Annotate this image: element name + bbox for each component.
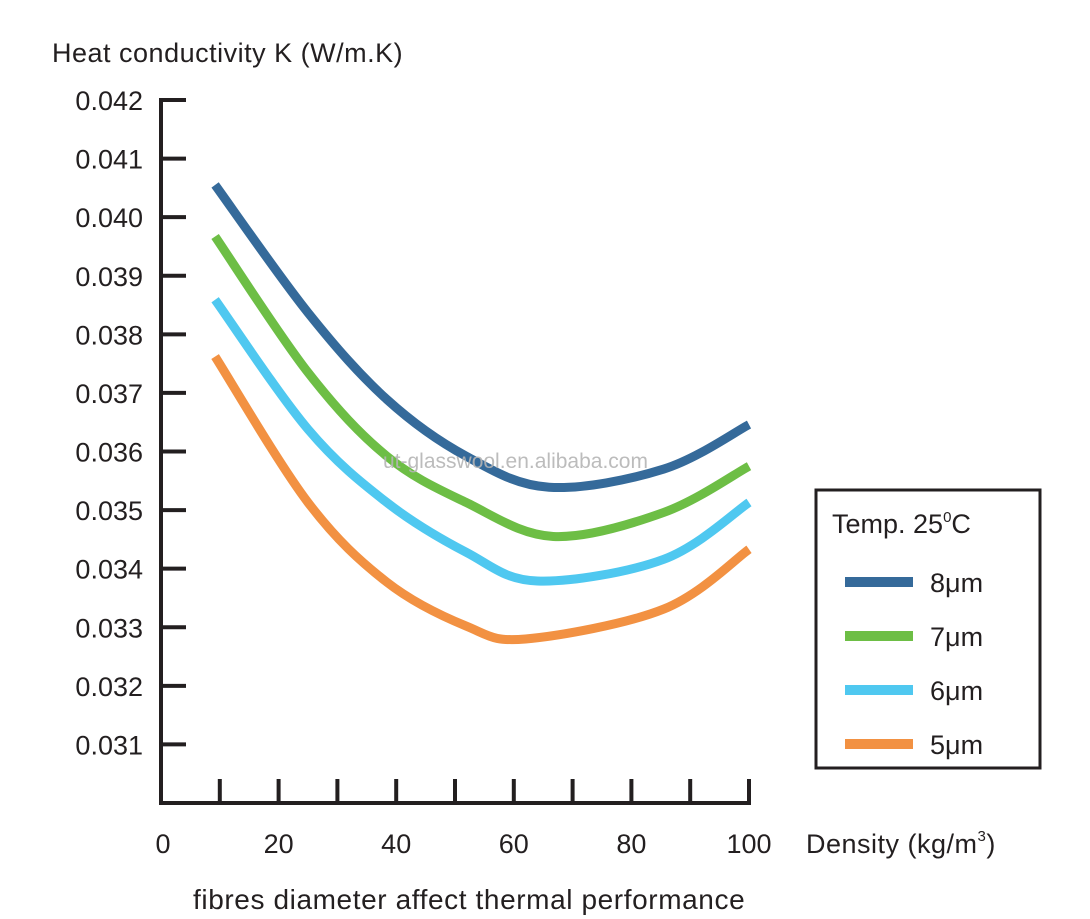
legend-title-sup: 0	[943, 509, 951, 526]
x-axis-title: Density (kg/m3)	[806, 828, 996, 859]
y-tick-label: 0.038	[75, 320, 143, 350]
series-line-5um	[211, 354, 752, 645]
y-tick-label: 0.032	[75, 672, 143, 702]
series-line-7um	[211, 233, 752, 542]
series-line-6um	[211, 297, 752, 586]
legend-label: 8μm	[930, 568, 983, 598]
x-axis-title-end: )	[986, 829, 996, 859]
legend-item: 6μm	[845, 676, 983, 706]
y-axis-title: Heat conductivity K (W/m.K)	[52, 38, 403, 68]
x-tick-label: 60	[499, 829, 529, 859]
x-axis-title-main: Density (kg/m	[806, 829, 978, 859]
legend-item: 7μm	[845, 622, 983, 652]
legend-label: 7μm	[930, 622, 983, 652]
legend-item: 5μm	[845, 730, 983, 760]
chart-caption: fibres diameter affect thermal performan…	[193, 884, 745, 915]
y-tick-label: 0.037	[75, 379, 143, 409]
y-tick-label: 0.039	[75, 262, 143, 292]
x-tick-label: 100	[726, 829, 771, 859]
legend-items: 8μm 7μm 6μm 5μm	[845, 568, 983, 760]
x-tick-labels: 0 20 40 60 80 100	[155, 829, 771, 859]
x-axis-title-sup: 3	[978, 828, 987, 845]
legend-title-end: C	[951, 509, 971, 539]
y-tick-label: 0.033	[75, 613, 143, 643]
legend-title-main: Temp. 25	[832, 509, 943, 539]
legend-title: Temp. 250C	[832, 509, 971, 539]
legend-item: 8μm	[845, 568, 983, 598]
y-tick-labels: 0.042 0.041 0.040 0.039 0.038 0.037 0.036 0.035…	[75, 86, 143, 760]
legend-box	[814, 488, 1042, 770]
legend: Temp. 250C 8μm 7μm 6μm 5μm	[814, 488, 1042, 770]
x-tick-label: 20	[264, 829, 294, 859]
y-tick-label: 0.041	[75, 145, 143, 175]
legend-label: 6μm	[930, 676, 983, 706]
y-tick-label: 0.042	[75, 86, 143, 116]
x-tick-label: 40	[381, 829, 411, 859]
y-tick-label: 0.031	[75, 730, 143, 760]
y-tick-label: 0.040	[75, 203, 143, 233]
series-line-8um	[211, 182, 752, 493]
legend-label: 5μm	[930, 730, 983, 760]
watermark: ut-glasswool.en.alibaba.com	[383, 450, 648, 473]
y-tick-label: 0.036	[75, 438, 143, 468]
x-tick-label: 0	[155, 829, 170, 859]
axes	[159, 98, 751, 805]
y-tick-label: 0.034	[75, 555, 143, 585]
x-tick-label: 80	[616, 829, 646, 859]
series-lines	[211, 182, 752, 645]
y-tick-label: 0.035	[75, 496, 143, 526]
